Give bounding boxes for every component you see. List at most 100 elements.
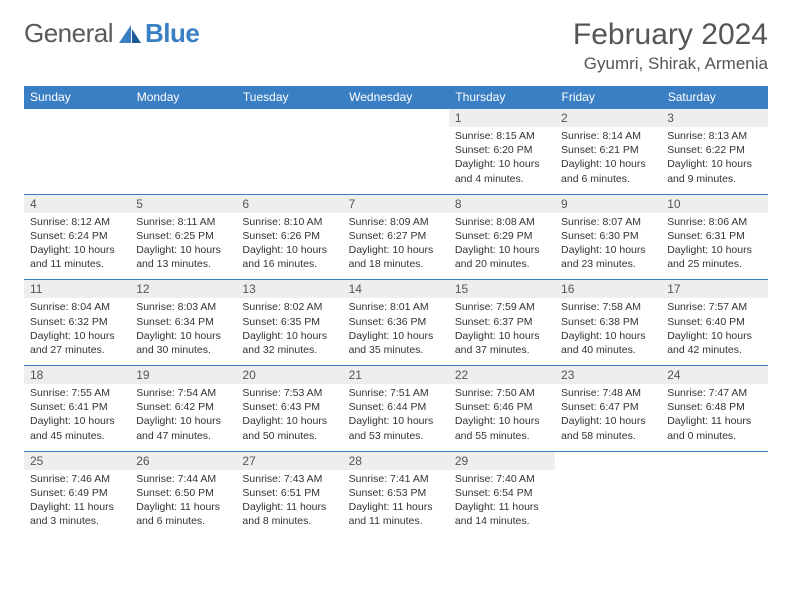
day-number-cell: 19	[130, 366, 236, 385]
day-number-cell	[661, 451, 767, 470]
day-number-cell: 18	[24, 366, 130, 385]
daylight-line: Daylight: 11 hours and 11 minutes.	[349, 500, 443, 528]
day-header-friday: Friday	[555, 86, 661, 109]
day-info-cell	[661, 470, 767, 537]
day-number-cell: 15	[449, 280, 555, 299]
day-info-cell	[555, 470, 661, 537]
daylight-line: Daylight: 10 hours and 45 minutes.	[30, 414, 124, 442]
daylight-line: Daylight: 10 hours and 16 minutes.	[242, 243, 336, 271]
day-number-cell: 26	[130, 451, 236, 470]
sunrise-line: Sunrise: 7:47 AM	[667, 386, 761, 400]
day-number-cell: 28	[343, 451, 449, 470]
day-number-cell	[130, 109, 236, 128]
calendar-body: 1 23 Sunrise: 8:15 AMSunset: 6:20 PMDaylig…	[24, 109, 768, 537]
week-1-info-row: Sunrise: 8:12 AMSunset: 6:24 PMDaylight:…	[24, 213, 768, 280]
calendar-table: SundayMondayTuesdayWednesdayThursdayFrid…	[24, 86, 768, 536]
day-number-cell: 11	[24, 280, 130, 299]
daylight-line: Daylight: 10 hours and 53 minutes.	[349, 414, 443, 442]
day-info-cell: Sunrise: 7:43 AMSunset: 6:51 PMDaylight:…	[236, 470, 342, 537]
sunset-line: Sunset: 6:48 PM	[667, 400, 761, 414]
sunrise-line: Sunrise: 7:48 AM	[561, 386, 655, 400]
day-number-cell: 25	[24, 451, 130, 470]
day-number-cell: 14	[343, 280, 449, 299]
day-info-cell: Sunrise: 8:15 AMSunset: 6:20 PMDaylight:…	[449, 127, 555, 194]
daylight-line: Daylight: 10 hours and 6 minutes.	[561, 157, 655, 185]
sunrise-line: Sunrise: 8:02 AM	[242, 300, 336, 314]
day-info-cell: Sunrise: 7:50 AMSunset: 6:46 PMDaylight:…	[449, 384, 555, 451]
daylight-line: Daylight: 10 hours and 37 minutes.	[455, 329, 549, 357]
sunset-line: Sunset: 6:20 PM	[455, 143, 549, 157]
sunrise-line: Sunrise: 7:58 AM	[561, 300, 655, 314]
week-0-info-row: Sunrise: 8:15 AMSunset: 6:20 PMDaylight:…	[24, 127, 768, 194]
day-info-cell: Sunrise: 8:13 AMSunset: 6:22 PMDaylight:…	[661, 127, 767, 194]
sunset-line: Sunset: 6:54 PM	[455, 486, 549, 500]
sunset-line: Sunset: 6:50 PM	[136, 486, 230, 500]
day-number-cell: 27	[236, 451, 342, 470]
daylight-line: Daylight: 10 hours and 4 minutes.	[455, 157, 549, 185]
daylight-line: Daylight: 10 hours and 30 minutes.	[136, 329, 230, 357]
daylight-line: Daylight: 11 hours and 8 minutes.	[242, 500, 336, 528]
daylight-line: Daylight: 10 hours and 27 minutes.	[30, 329, 124, 357]
day-number-cell: 4	[24, 194, 130, 213]
sunset-line: Sunset: 6:46 PM	[455, 400, 549, 414]
sunset-line: Sunset: 6:47 PM	[561, 400, 655, 414]
week-4-info-row: Sunrise: 7:46 AMSunset: 6:49 PMDaylight:…	[24, 470, 768, 537]
sunrise-line: Sunrise: 7:53 AM	[242, 386, 336, 400]
daylight-line: Daylight: 10 hours and 58 minutes.	[561, 414, 655, 442]
day-number-cell: 9	[555, 194, 661, 213]
month-title: February 2024	[573, 18, 768, 52]
sunset-line: Sunset: 6:44 PM	[349, 400, 443, 414]
sunset-line: Sunset: 6:31 PM	[667, 229, 761, 243]
day-number-cell: 2	[555, 109, 661, 128]
daylight-line: Daylight: 10 hours and 32 minutes.	[242, 329, 336, 357]
daylight-line: Daylight: 10 hours and 47 minutes.	[136, 414, 230, 442]
sunrise-line: Sunrise: 7:50 AM	[455, 386, 549, 400]
day-info-cell: Sunrise: 7:59 AMSunset: 6:37 PMDaylight:…	[449, 298, 555, 365]
day-header-wednesday: Wednesday	[343, 86, 449, 109]
location: Gyumri, Shirak, Armenia	[573, 54, 768, 74]
sunrise-line: Sunrise: 7:51 AM	[349, 386, 443, 400]
sunset-line: Sunset: 6:34 PM	[136, 315, 230, 329]
day-info-cell: Sunrise: 8:14 AMSunset: 6:21 PMDaylight:…	[555, 127, 661, 194]
daylight-line: Daylight: 10 hours and 23 minutes.	[561, 243, 655, 271]
day-info-cell: Sunrise: 8:12 AMSunset: 6:24 PMDaylight:…	[24, 213, 130, 280]
day-number-cell: 23	[555, 366, 661, 385]
sunset-line: Sunset: 6:22 PM	[667, 143, 761, 157]
day-number-cell: 1	[449, 109, 555, 128]
day-info-cell: Sunrise: 7:48 AMSunset: 6:47 PMDaylight:…	[555, 384, 661, 451]
sunset-line: Sunset: 6:26 PM	[242, 229, 336, 243]
day-info-cell: Sunrise: 7:53 AMSunset: 6:43 PMDaylight:…	[236, 384, 342, 451]
day-info-cell: Sunrise: 8:07 AMSunset: 6:30 PMDaylight:…	[555, 213, 661, 280]
day-number-cell: 17	[661, 280, 767, 299]
title-block: February 2024 Gyumri, Shirak, Armenia	[573, 18, 768, 74]
day-info-cell	[130, 127, 236, 194]
day-number-cell: 21	[343, 366, 449, 385]
sunset-line: Sunset: 6:41 PM	[30, 400, 124, 414]
day-header-sunday: Sunday	[24, 86, 130, 109]
day-info-cell: Sunrise: 8:02 AMSunset: 6:35 PMDaylight:…	[236, 298, 342, 365]
header: General Blue February 2024 Gyumri, Shira…	[24, 18, 768, 74]
day-number-cell: 29	[449, 451, 555, 470]
day-info-cell: Sunrise: 8:01 AMSunset: 6:36 PMDaylight:…	[343, 298, 449, 365]
week-2-info-row: Sunrise: 8:04 AMSunset: 6:32 PMDaylight:…	[24, 298, 768, 365]
sunrise-line: Sunrise: 8:13 AM	[667, 129, 761, 143]
day-number-cell: 10	[661, 194, 767, 213]
day-number-cell: 12	[130, 280, 236, 299]
sunrise-line: Sunrise: 7:46 AM	[30, 472, 124, 486]
sunrise-line: Sunrise: 8:08 AM	[455, 215, 549, 229]
day-number-cell	[343, 109, 449, 128]
day-header-thursday: Thursday	[449, 86, 555, 109]
day-number-cell: 5	[130, 194, 236, 213]
sunset-line: Sunset: 6:37 PM	[455, 315, 549, 329]
day-number-cell: 6	[236, 194, 342, 213]
sunrise-line: Sunrise: 7:55 AM	[30, 386, 124, 400]
sunrise-line: Sunrise: 8:06 AM	[667, 215, 761, 229]
week-4-number-row: 2526272829	[24, 451, 768, 470]
sunset-line: Sunset: 6:29 PM	[455, 229, 549, 243]
day-info-cell: Sunrise: 8:09 AMSunset: 6:27 PMDaylight:…	[343, 213, 449, 280]
logo: General Blue	[24, 18, 199, 49]
sunrise-line: Sunrise: 7:54 AM	[136, 386, 230, 400]
day-header-tuesday: Tuesday	[236, 86, 342, 109]
logo-sail-icon	[117, 23, 143, 45]
sunrise-line: Sunrise: 7:40 AM	[455, 472, 549, 486]
